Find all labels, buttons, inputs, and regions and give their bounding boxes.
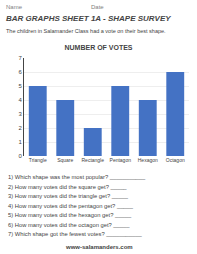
- svg-text:0: 0: [18, 153, 22, 159]
- svg-text:www-salamanders.com: www-salamanders.com: [65, 244, 133, 250]
- svg-text:Rectangle: Rectangle: [81, 157, 104, 163]
- svg-text:The children in Salamander Cla: The children in Salamander Class had a v…: [6, 28, 166, 34]
- svg-text:1) Which shape was the most po: 1) Which shape was the most popular? ___…: [8, 174, 146, 180]
- svg-text:Octagon: Octagon: [166, 157, 185, 163]
- svg-text:Date: Date: [91, 4, 104, 10]
- svg-text:4: 4: [18, 97, 22, 103]
- svg-text:4) How many votes did the pent: 4) How many votes did the pentagon get? …: [8, 203, 134, 209]
- svg-text:1: 1: [18, 139, 22, 145]
- svg-text:Name: Name: [6, 4, 23, 10]
- svg-text:Square: Square: [57, 157, 73, 163]
- svg-text:BAR GRAPHS SHEET 1A - SHAPE SU: BAR GRAPHS SHEET 1A - SHAPE SURVEY: [6, 14, 171, 23]
- svg-text:3) How many votes did the tria: 3) How many votes did the triangle get? …: [8, 193, 129, 199]
- svg-text:NUMBER OF VOTES: NUMBER OF VOTES: [64, 44, 132, 51]
- svg-text:3: 3: [18, 111, 22, 117]
- svg-text:6) How many votes did the octa: 6) How many votes did the octagon get? _…: [8, 222, 130, 228]
- svg-text:Hexagon: Hexagon: [138, 157, 158, 163]
- svg-text:5: 5: [18, 83, 22, 89]
- svg-text:7) Which shape got the fewest: 7) Which shape got the fewest votes? ___…: [8, 231, 143, 237]
- svg-text:2: 2: [18, 125, 22, 131]
- svg-text:7: 7: [18, 55, 22, 61]
- svg-text:Triangle: Triangle: [29, 157, 47, 163]
- svg-text:2) How many votes did the squa: 2) How many votes did the square get? __…: [8, 184, 127, 190]
- svg-text:5) How many votes did the hexa: 5) How many votes did the hexagon get? _…: [8, 212, 132, 218]
- svg-text:6: 6: [18, 69, 22, 75]
- svg-text:Pentagon: Pentagon: [110, 157, 132, 163]
